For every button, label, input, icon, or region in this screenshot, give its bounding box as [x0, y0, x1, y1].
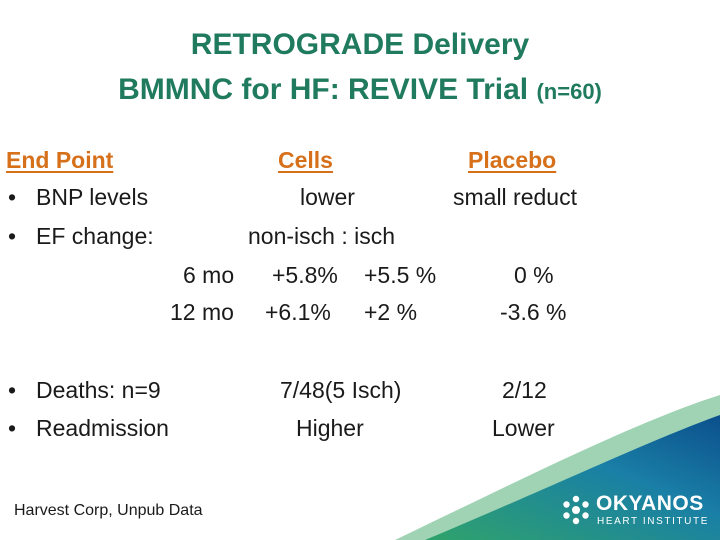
slide-title-line-1: RETROGRADE Delivery: [190, 28, 530, 61]
row-deaths-label: Deaths: n=9: [36, 377, 161, 403]
row-bnp-cells: lower: [300, 184, 355, 210]
row-deaths-cells: 7/48(5 Isch): [280, 377, 402, 403]
title-main-text: BMMNC for HF: REVIVE Trial: [118, 73, 537, 106]
row-ef12-isch: +2 %: [364, 299, 418, 325]
row-readmission-cells: Higher: [296, 415, 364, 441]
bullet-bnp: •: [8, 184, 17, 210]
row-bnp-label: BNP levels: [36, 184, 149, 210]
row-ef6-period: 6 mo: [183, 262, 235, 288]
row-ef6-placebo: 0 %: [514, 262, 554, 288]
source-footnote: Harvest Corp, Unpub Data: [14, 502, 203, 519]
header-cells: Cells: [278, 147, 333, 173]
row-readmission-label: Readmission: [36, 415, 169, 441]
header-placebo: Placebo: [468, 147, 557, 173]
slide-title-line-2: BMMNC for HF: REVIVE Trial (n=60): [0, 72, 720, 110]
logo-name: OKYANOS: [596, 492, 704, 515]
okyanos-logo: OKYANOS HEART INSTITUTE: [560, 492, 720, 532]
row-ef12-period: 12 mo: [170, 299, 234, 325]
row-ef-cells-header: non-isch : isch: [248, 223, 396, 249]
row-bnp-placebo: small reduct: [453, 184, 577, 210]
bullet-ef: •: [8, 223, 17, 249]
header-end-point: End Point: [6, 147, 114, 173]
row-ef12-placebo: -3.6 %: [500, 299, 567, 325]
title-sample-size: (n=60): [536, 79, 602, 104]
row-ef12-nonisch: +6.1%: [265, 299, 331, 325]
row-ef6-isch: +5.5 %: [364, 262, 437, 288]
row-ef6-nonisch: +5.8%: [272, 262, 338, 288]
row-deaths-placebo: 2/12: [502, 377, 547, 403]
bullet-readmission: •: [8, 415, 17, 441]
logo-subtitle: HEART INSTITUTE: [597, 516, 709, 527]
molecule-logo-icon: [563, 495, 589, 525]
bullet-deaths: •: [8, 377, 17, 403]
row-ef-label: EF change:: [36, 223, 154, 249]
row-readmission-placebo: Lower: [492, 415, 555, 441]
